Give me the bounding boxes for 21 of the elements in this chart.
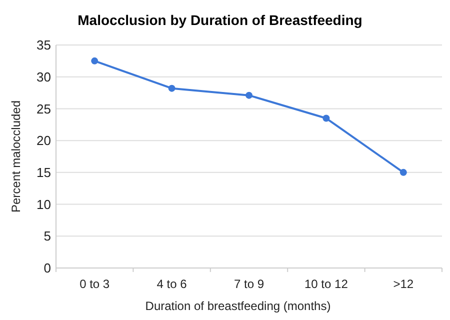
x-tick-label: 10 to 12: [304, 277, 348, 291]
y-tick-label: 30: [36, 69, 51, 84]
y-tick-label: 10: [36, 196, 51, 212]
y-axis-title: Percent maloccluded: [9, 100, 23, 213]
point: [91, 57, 98, 64]
y-tick-label: 20: [36, 133, 51, 148]
x-tick-label: 0 to 3: [80, 277, 110, 291]
x-tick-label: >12: [393, 277, 414, 291]
chart-title: Malocclusion by Duration of Breastfeeding: [78, 12, 362, 28]
x-axis-title: Duration of breastfeeding (months): [145, 299, 331, 313]
y-tick-label: 5: [44, 228, 51, 244]
x-tick-label: 4 to 6: [156, 277, 188, 291]
y-tick-label: 0: [44, 260, 51, 276]
point: [246, 92, 252, 99]
point: [168, 84, 176, 92]
point: [400, 168, 407, 176]
y-tick-label: 25: [36, 101, 51, 116]
point: [322, 114, 330, 122]
y-tick-label: 35: [36, 38, 51, 53]
y-tick-label: 15: [36, 164, 51, 180]
x-tick-label: 7 to 9: [234, 277, 264, 291]
